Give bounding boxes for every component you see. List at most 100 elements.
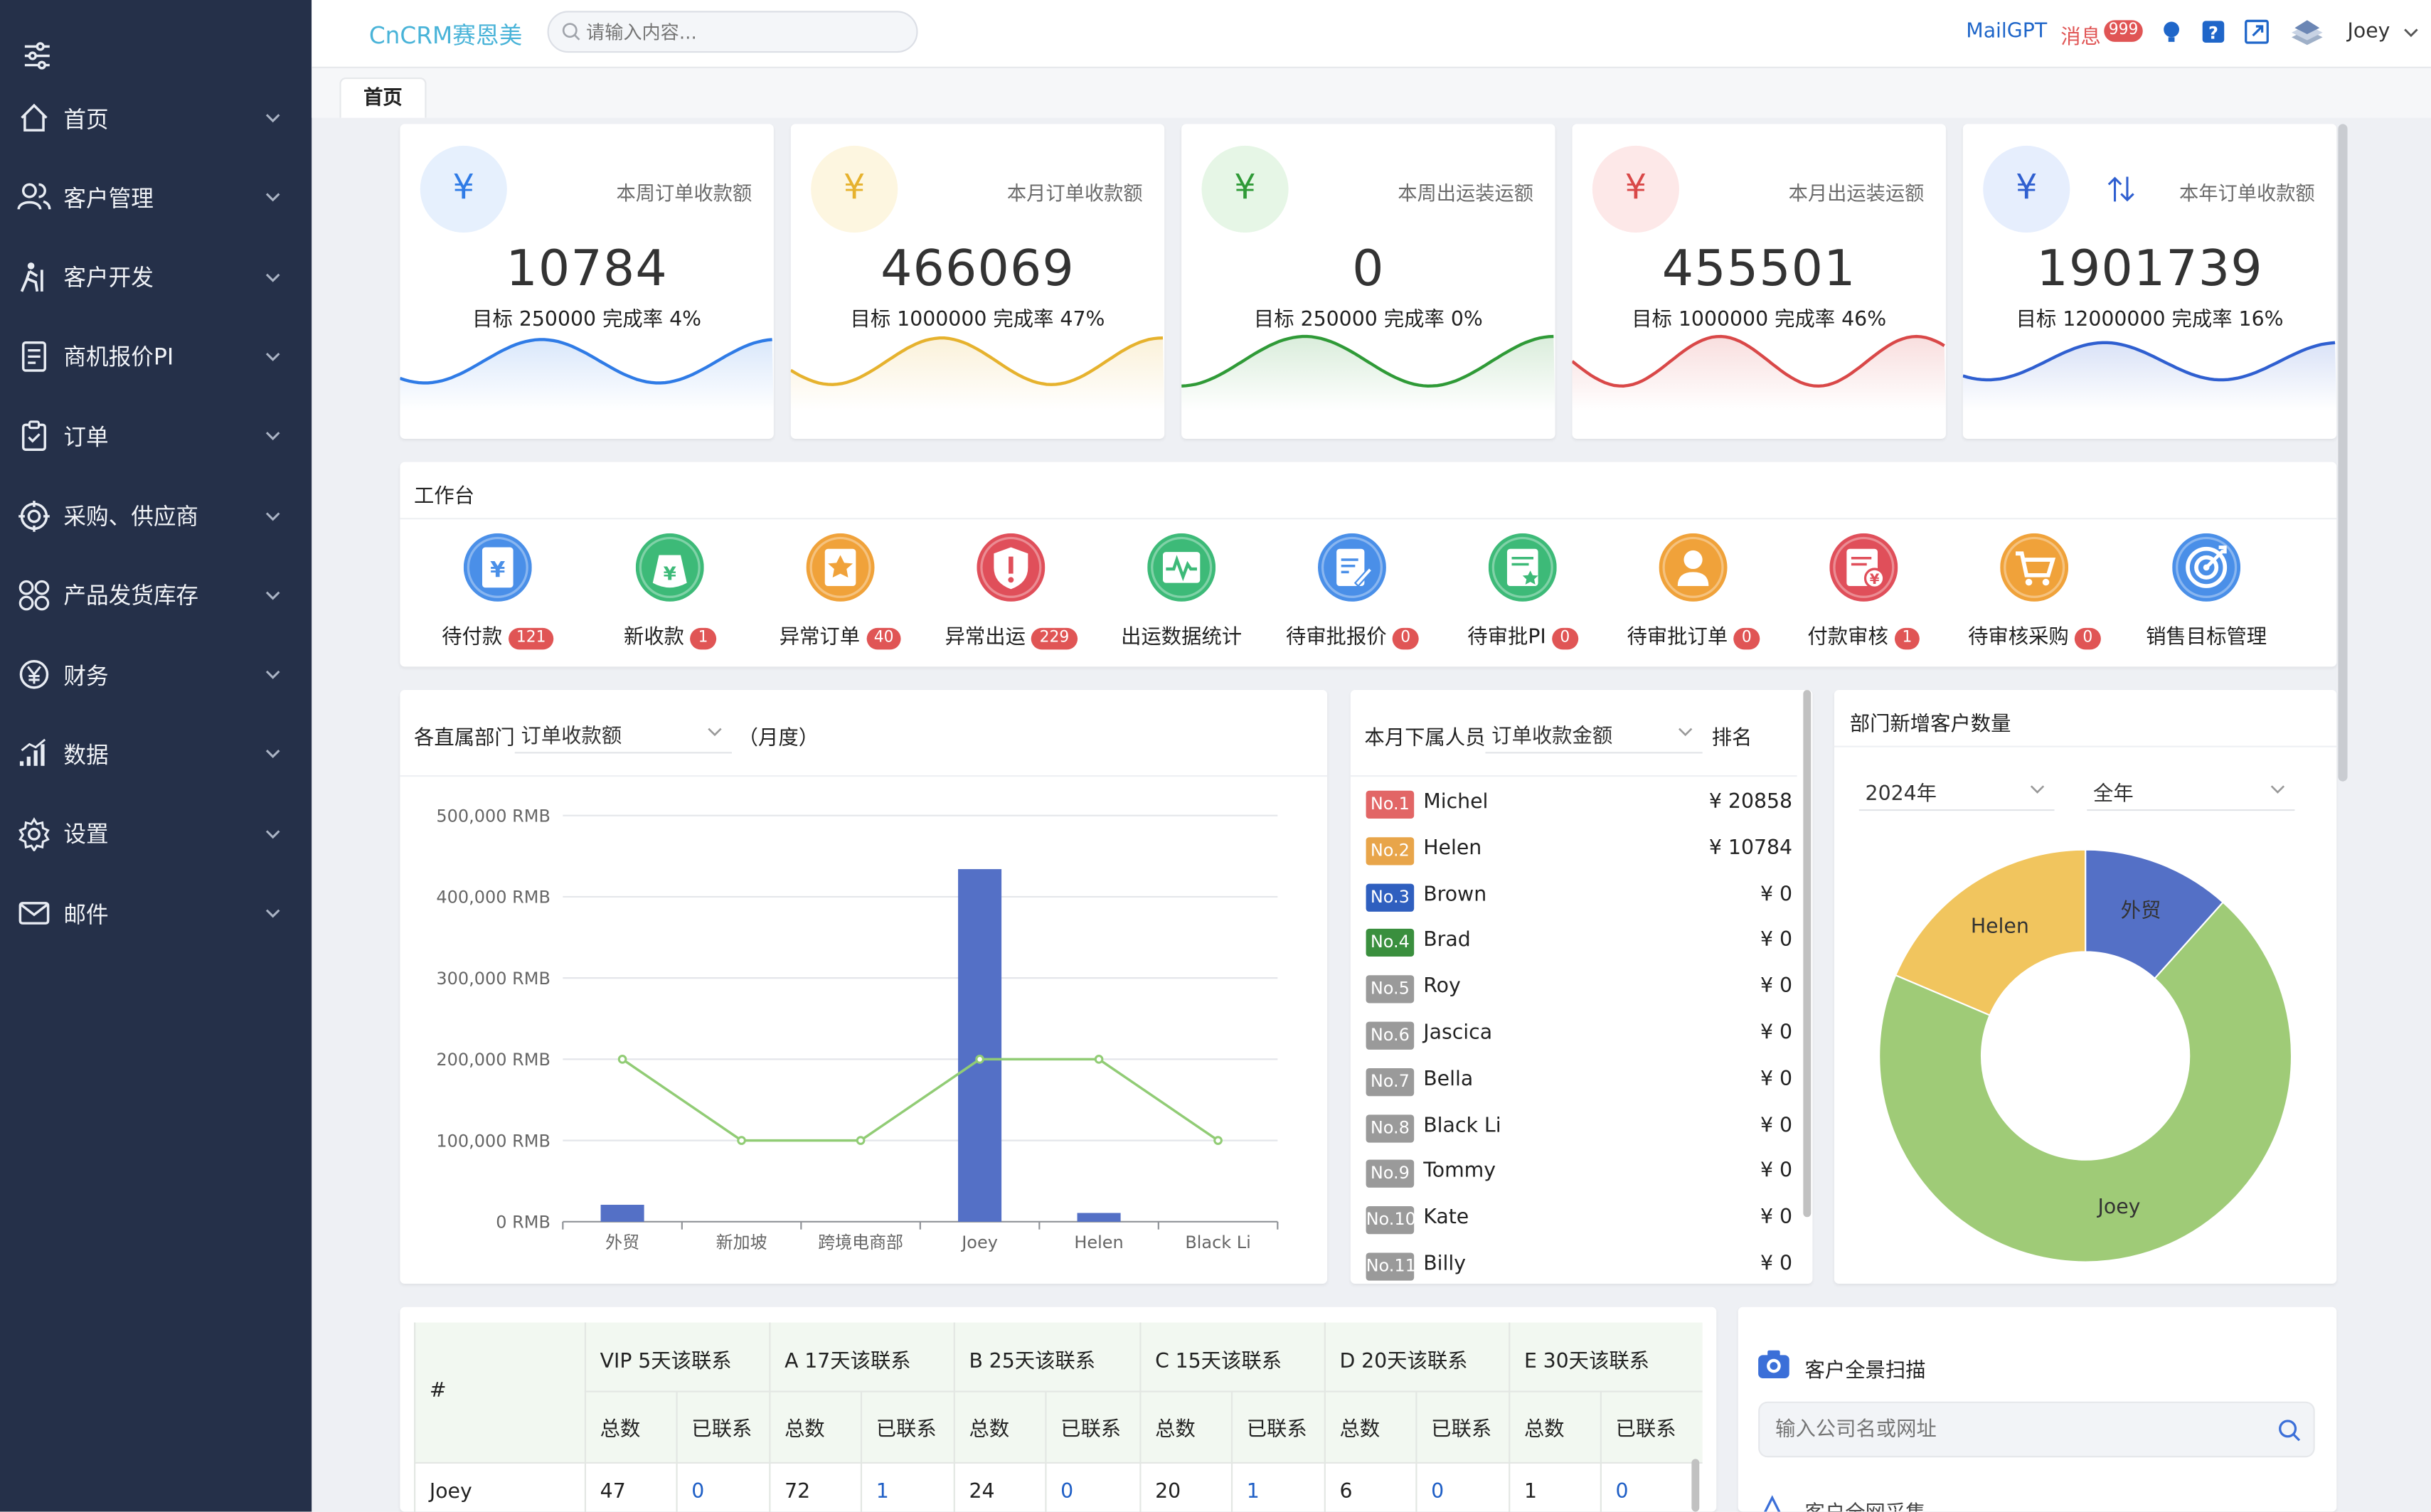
contacted-count[interactable]: 0 [691, 1480, 705, 1504]
workbench-item[interactable]: 待审批订单 0 [1608, 524, 1779, 664]
workbench-label-text: 待审批订单 [1627, 626, 1728, 650]
rank-value: ¥ 20858 [1708, 790, 1793, 814]
stat-card[interactable]: ¥ 本月订单收款额 466069 目标 1000000 完成率 47% [790, 124, 1165, 439]
stat-card[interactable]: ¥ 本月出运装运额 455501 目标 1000000 完成率 46% [1572, 124, 1946, 439]
page-scrollbar[interactable] [2338, 124, 2348, 782]
line-point[interactable] [617, 1055, 627, 1064]
stat-card[interactable]: ¥ 本年订单收款额 1901739 目标 12000000 完成率 16% [1962, 124, 2337, 439]
workbench-label: 异常出运 229 [925, 620, 1096, 650]
external-link-icon[interactable] [2243, 18, 2270, 45]
sidebar-item-2[interactable]: 客户开发 [0, 246, 312, 308]
group-header: A 17天该联系 [784, 1344, 911, 1374]
chevron-down-icon [708, 728, 722, 737]
ranking-row[interactable]: No.1 Michel ¥ 20858 [1366, 787, 1793, 821]
slice-label: Helen [1971, 914, 2029, 937]
help-icon[interactable]: ? [2200, 18, 2226, 45]
contacted-count[interactable]: 0 [1615, 1480, 1629, 1504]
rank-name: Brown [1423, 883, 1487, 907]
ranking-row[interactable]: No.8 Black Li ¥ 0 [1366, 1111, 1792, 1145]
bar[interactable] [1077, 1213, 1121, 1222]
workbench-item[interactable]: ¥ 待付款 121 [413, 524, 583, 664]
document-icon [21, 341, 46, 372]
workbench-item[interactable]: 待审核采购 0 [1949, 524, 2119, 664]
workbench-item[interactable]: 出运数据统计 [1096, 524, 1267, 664]
ranking-row[interactable]: No.4 Brad ¥ 0 [1366, 926, 1792, 960]
swap-icon[interactable] [2107, 174, 2135, 205]
year-select[interactable]: 2024年 [1858, 767, 2055, 811]
bar[interactable] [600, 1205, 644, 1222]
scan-search-box[interactable] [1758, 1401, 2315, 1458]
lightbulb-icon[interactable] [2159, 18, 2185, 45]
tab-home[interactable]: 首页 [339, 78, 427, 118]
sidebar-item-8[interactable]: 数据 [0, 723, 312, 785]
brand-logo[interactable]: CnCRM赛恩美 [368, 21, 523, 50]
mailgpt-link[interactable]: MailGPT [1966, 20, 2048, 44]
scrollbar[interactable] [1691, 1459, 1700, 1512]
workbench-item[interactable]: ¥ 新收款 1 [585, 524, 755, 664]
metric-select[interactable]: 订单收款额 [514, 710, 732, 754]
contacted-count[interactable]: 1 [1246, 1480, 1260, 1504]
line-point[interactable] [856, 1136, 866, 1145]
scrollbar[interactable] [1803, 690, 1812, 1218]
ranking-row[interactable]: No.11 Billy ¥ 0 [1366, 1250, 1792, 1284]
contacted-count[interactable]: 0 [1431, 1480, 1445, 1504]
ranking-row[interactable]: No.2 Helen ¥ 10784 [1366, 834, 1792, 868]
sidebar-item-6[interactable]: 产品发货库存 [0, 564, 312, 626]
scan-input[interactable] [1775, 1415, 2241, 1444]
table-row-name[interactable]: Joey [429, 1480, 472, 1504]
chevron-down-icon [2030, 785, 2045, 794]
contacted-count[interactable]: 1 [876, 1480, 889, 1504]
period-select[interactable]: 全年 [2087, 767, 2295, 811]
line-point[interactable] [975, 1055, 984, 1064]
contacted-count[interactable]: 0 [1060, 1480, 1074, 1504]
sidebar-item-7[interactable]: 财务 [0, 644, 312, 706]
workbench-badge: 1 [1894, 627, 1920, 650]
sidebar-item-0[interactable]: 首页 [0, 87, 312, 149]
workbench-item[interactable]: 异常订单 40 [755, 524, 926, 664]
stat-card[interactable]: ¥ 本周出运装运额 0 目标 250000 完成率 0% [1181, 124, 1555, 439]
workbench-label-text: 异常出运 [945, 626, 1026, 650]
workbench-item[interactable]: 销售目标管理 [2121, 524, 2292, 664]
workbench-item[interactable]: 待审批报价 0 [1267, 524, 1437, 664]
sidebar-item-9[interactable]: 设置 [0, 803, 312, 865]
stat-target: 目标 12000000 完成率 16% [2016, 308, 2284, 332]
messages-link[interactable]: 消息 [2060, 26, 2101, 50]
bar[interactable] [958, 869, 1002, 1222]
database-stack-icon[interactable] [2287, 16, 2328, 50]
sidebar-item-label: 首页 [63, 107, 109, 133]
ranking-row[interactable]: No.10 Kate ¥ 0 [1366, 1203, 1792, 1237]
workbench-item[interactable]: 待审批PI 0 [1437, 524, 1608, 664]
sidebar-item-1[interactable]: 客户管理 [0, 166, 312, 228]
ranking-row[interactable]: No.3 Brown ¥ 0 [1366, 880, 1792, 914]
sidebar-item-4[interactable]: 订单 [0, 405, 312, 467]
scan-next-item[interactable]: 客户全网采集 [1805, 1496, 1926, 1511]
target-icon [18, 500, 50, 531]
ranking-row[interactable]: No.6 Jascica ¥ 0 [1366, 1018, 1792, 1053]
workbench-item[interactable]: 异常出运 229 [925, 524, 1096, 664]
workbench-item[interactable]: ¥ 付款审核 1 [1778, 524, 1949, 664]
stat-card[interactable]: ¥ 本周订单收款额 10784 目标 250000 完成率 4% [400, 124, 774, 439]
workbench-label: 新收款 1 [585, 620, 755, 650]
user-menu[interactable]: Joey [2347, 20, 2390, 44]
chevron-down-icon[interactable] [2403, 28, 2419, 38]
search-icon[interactable] [2277, 1419, 2301, 1442]
slice-label: 外贸 [2121, 899, 2161, 922]
ranking-row[interactable]: No.9 Tommy ¥ 0 [1366, 1157, 1792, 1191]
line-point[interactable] [1213, 1136, 1223, 1145]
donut-slice[interactable] [1894, 848, 2087, 1016]
period-select-value: 全年 [2093, 782, 2134, 806]
donut-slice[interactable] [1878, 901, 2293, 1263]
line-point[interactable] [1094, 1055, 1104, 1064]
search-box[interactable] [547, 11, 918, 53]
line-point[interactable] [737, 1136, 746, 1145]
sidebar-item-5[interactable]: 采购、供应商 [0, 484, 312, 546]
ranking-metric-select[interactable]: 订单收款金额 [1485, 710, 1703, 754]
sidebar-item-10[interactable]: 邮件 [0, 882, 312, 944]
ranking-row[interactable]: No.7 Bella ¥ 0 [1366, 1065, 1792, 1099]
group-header: D 20天该联系 [1340, 1344, 1468, 1374]
sidebar-item-3[interactable]: 商机报价PI [0, 326, 312, 388]
sliders-icon[interactable] [22, 41, 53, 72]
ranking-row[interactable]: No.5 Roy ¥ 0 [1366, 972, 1792, 1006]
series-line [622, 1058, 1219, 1142]
search-input[interactable] [586, 18, 897, 47]
